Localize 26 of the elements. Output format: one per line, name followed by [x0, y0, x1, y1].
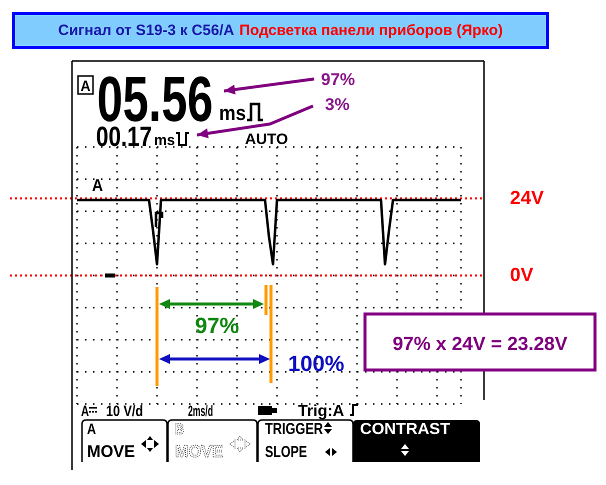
- text: A: [87, 421, 98, 438]
- ref-line-label: 0V: [510, 265, 534, 286]
- annotation: Trig:A: [298, 403, 345, 420]
- text: ms: [219, 102, 250, 125]
- text: MOVE: [175, 442, 226, 461]
- text: MOVE: [87, 442, 138, 461]
- title-banner: Сигнал от S19-3 к C56/A Подсветка панели приборов (Ярко): [12, 12, 549, 49]
- text: A: [80, 78, 92, 95]
- annotation: 97% x 24V = 23.28V: [392, 334, 568, 355]
- text: 97%: [321, 70, 356, 89]
- text: TRIGGER: [265, 421, 338, 438]
- text: 3%: [325, 95, 350, 114]
- annotation: A: [92, 176, 104, 195]
- annotation: A: [81, 403, 92, 420]
- annotation: AUTO: [245, 131, 288, 148]
- ref-line-label: 24V: [510, 188, 544, 209]
- chart-title: Сигнал от S19-3 к C56/A: [58, 22, 234, 39]
- chart-subtitle: Подсветка панели приборов (Ярко): [239, 22, 503, 39]
- annotation: 2ms/d: [188, 403, 232, 420]
- text: CONTRAST: [360, 421, 450, 438]
- text: B: [175, 421, 186, 438]
- annotation: 97%: [195, 313, 240, 338]
- annotation: 10 V/d: [106, 403, 150, 420]
- annotation: 100%: [288, 351, 344, 376]
- text: SLOPE: [265, 444, 320, 461]
- annotation: ms: [154, 132, 176, 149]
